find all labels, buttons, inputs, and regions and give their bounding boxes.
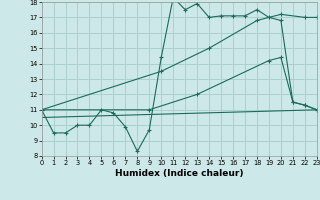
X-axis label: Humidex (Indice chaleur): Humidex (Indice chaleur) bbox=[115, 169, 244, 178]
